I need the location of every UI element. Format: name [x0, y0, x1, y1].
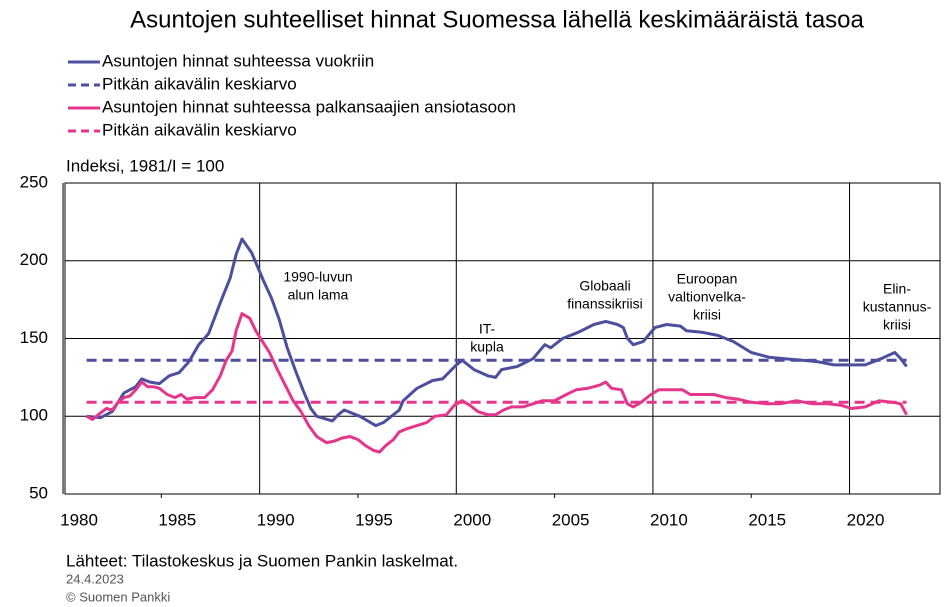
x-tick-label: 2010 [650, 510, 688, 529]
x-tick-label: 1990 [257, 510, 295, 529]
legend-label: Pitkän aikavälin keskiarvo [102, 120, 297, 139]
annotation: finanssikriisi [567, 296, 642, 312]
plot-frame [64, 182, 941, 495]
x-tick-label: 2015 [748, 510, 786, 529]
annotation: valtionvelka- [668, 289, 746, 305]
x-tick-label: 1995 [355, 510, 393, 529]
annotation: 1990-luvun [283, 269, 352, 285]
legend-label: Asuntojen hinnat suhteessa palkansaajien… [102, 97, 516, 116]
annotation: kriisi [693, 307, 721, 323]
annotation: kustannus- [863, 299, 932, 315]
annotation: IT- [479, 321, 496, 337]
x-tick-label: 1980 [60, 510, 98, 529]
annotation: alun lama [288, 287, 349, 303]
annotation: kupla [470, 339, 504, 355]
series-line [86, 237, 908, 428]
annotation: kriisi [883, 317, 911, 333]
x-tick-label: 1985 [158, 510, 196, 529]
copyright: © Suomen Pankki [66, 589, 170, 604]
x-tick-label: 2005 [552, 510, 590, 529]
x-tick-label: 2020 [847, 510, 885, 529]
y-tick-label: 150 [20, 328, 48, 347]
y-tick-label: 200 [20, 250, 48, 269]
annotation: Globaali [579, 278, 630, 294]
series-line [85, 312, 908, 454]
y-axis-label: Indeksi, 1981/I = 100 [66, 156, 224, 175]
date: 24.4.2023 [66, 571, 124, 586]
x-tick-label: 2000 [453, 510, 491, 529]
y-tick-label: 50 [29, 483, 48, 502]
legend-label: Asuntojen hinnat suhteessa vuokriin [102, 51, 374, 70]
legend-label: Pitkän aikavälin keskiarvo [102, 74, 297, 93]
source: Lähteet: Tilastokeskus ja Suomen Pankin … [66, 551, 458, 570]
annotation: Euroopan [677, 271, 738, 287]
y-tick-label: 250 [20, 172, 48, 191]
annotation: Elin- [883, 281, 911, 297]
y-tick-label: 100 [20, 406, 48, 425]
chart-title: Asuntojen suhteelliset hinnat Suomessa l… [130, 6, 864, 33]
